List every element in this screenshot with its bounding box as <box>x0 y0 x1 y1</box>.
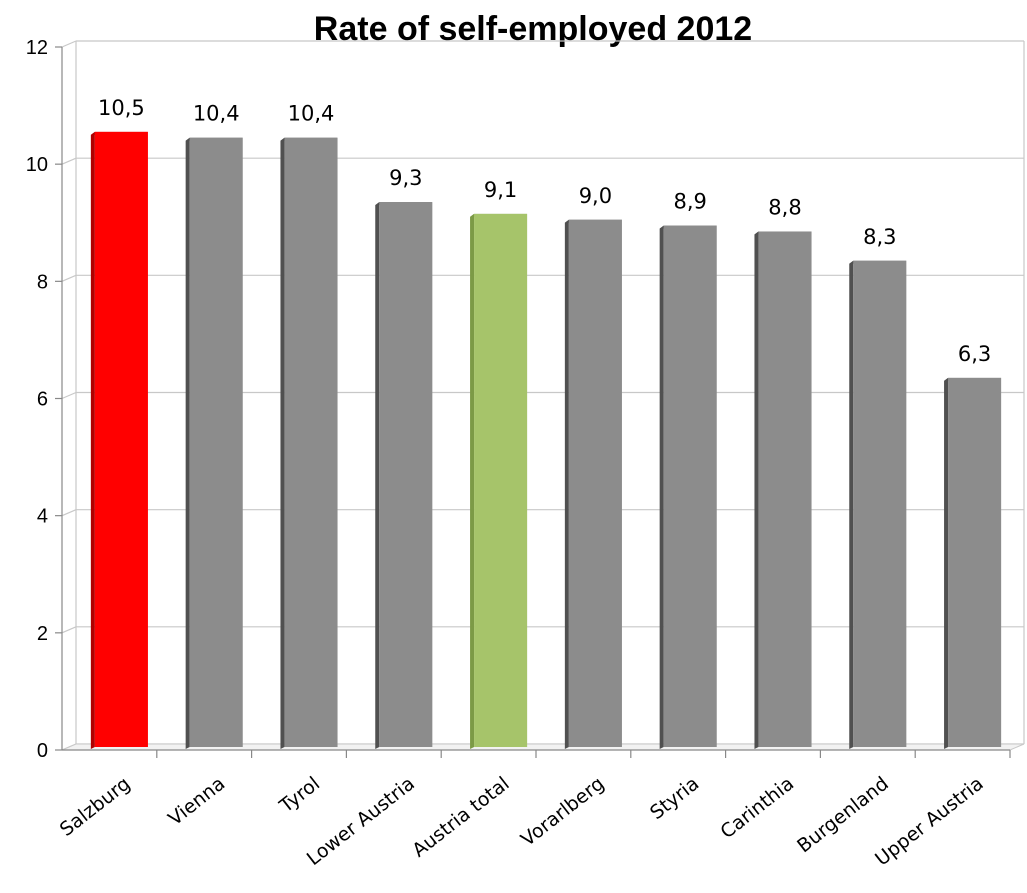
x-tick-label: Carinthia <box>716 773 798 844</box>
data-label: 8,9 <box>673 190 706 214</box>
bar-burgenland <box>849 260 907 749</box>
bar-side <box>90 131 95 749</box>
bar-side <box>659 225 664 749</box>
y-tick-label: 12 <box>26 37 48 59</box>
bar-tyrol <box>280 137 338 749</box>
gridline-depth <box>61 274 77 282</box>
y-tick-label: 0 <box>37 740 48 762</box>
bar-side <box>754 231 759 749</box>
data-label: 8,8 <box>768 195 801 219</box>
data-label: 10,4 <box>288 102 335 126</box>
bars <box>90 131 1002 750</box>
data-label: 9,1 <box>484 178 517 202</box>
bar-lower-austria <box>375 202 433 750</box>
x-tick-label: Salzburg <box>56 773 135 841</box>
gridline-depth <box>61 157 77 165</box>
data-labels: 10,5 10,4 10,4 9,3 9,1 9,0 8,9 8,8 8,3 6,3 <box>98 96 991 366</box>
bar-front <box>663 225 717 747</box>
y-axis-tick-labels: 0 2 4 6 8 10 12 <box>26 37 48 762</box>
bar-side <box>280 137 285 749</box>
bar-front <box>758 231 812 747</box>
bar-front <box>568 219 622 747</box>
data-label: 9,3 <box>389 166 422 190</box>
bar-front <box>948 377 1002 747</box>
bar-austria-total <box>470 213 528 749</box>
x-tick-label: Burgenland <box>793 773 893 858</box>
bar-side <box>470 213 475 749</box>
y-tick-label: 2 <box>37 623 48 645</box>
data-label: 8,3 <box>863 225 896 249</box>
bar-front <box>379 202 433 748</box>
bar-styria <box>659 225 717 749</box>
bar-vorarlberg <box>564 219 622 749</box>
x-tick-label: Austria total <box>408 773 513 862</box>
bar-front <box>284 137 338 747</box>
chart-title: Rate of self-employed 2012 <box>314 10 752 48</box>
bar-side <box>944 377 949 749</box>
bar-side <box>375 202 380 750</box>
bar-front <box>474 213 528 747</box>
bar-salzburg <box>90 131 148 749</box>
bar-carinthia <box>754 231 812 749</box>
bar-side <box>849 260 854 749</box>
bar-side <box>185 137 190 749</box>
bar-side <box>564 219 569 749</box>
bar-front <box>853 260 907 747</box>
data-label: 6,3 <box>958 342 991 366</box>
data-label: 10,4 <box>193 102 240 126</box>
y-tick-label: 6 <box>37 389 48 411</box>
data-label: 10,5 <box>98 96 145 120</box>
bar-vienna <box>185 137 243 749</box>
gridline-depth <box>61 40 77 48</box>
x-tick-label: Styria <box>646 773 703 825</box>
axes <box>55 46 1011 758</box>
bar-upper-austria <box>944 377 1002 749</box>
x-tick-label: Tyrol <box>275 773 324 818</box>
y-tick-label: 8 <box>37 271 48 293</box>
gridline-depth <box>61 509 77 517</box>
gridline-depth <box>61 626 77 634</box>
x-tick-label: Vienna <box>164 773 229 831</box>
bar-front <box>189 137 243 747</box>
y-tick-label: 10 <box>26 154 48 176</box>
gridline-depth <box>61 391 77 400</box>
data-label: 9,0 <box>579 184 612 208</box>
bar-front <box>94 131 148 747</box>
x-tick-label: Vorarlberg <box>517 773 609 851</box>
y-tick-label: 4 <box>37 506 48 528</box>
